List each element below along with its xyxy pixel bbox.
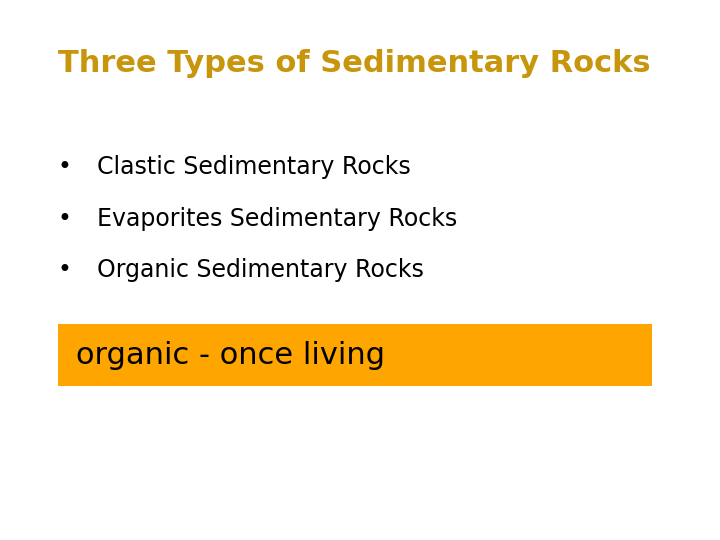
Text: •: •	[58, 258, 71, 282]
Text: Three Types of Sedimentary Rocks: Three Types of Sedimentary Rocks	[58, 49, 650, 78]
Text: Organic Sedimentary Rocks: Organic Sedimentary Rocks	[97, 258, 424, 282]
Text: Clastic Sedimentary Rocks: Clastic Sedimentary Rocks	[97, 156, 411, 179]
Text: •: •	[58, 207, 71, 231]
Text: organic - once living: organic - once living	[76, 341, 384, 369]
Text: Evaporites Sedimentary Rocks: Evaporites Sedimentary Rocks	[97, 207, 457, 231]
FancyBboxPatch shape	[58, 324, 652, 386]
Text: •: •	[58, 156, 71, 179]
